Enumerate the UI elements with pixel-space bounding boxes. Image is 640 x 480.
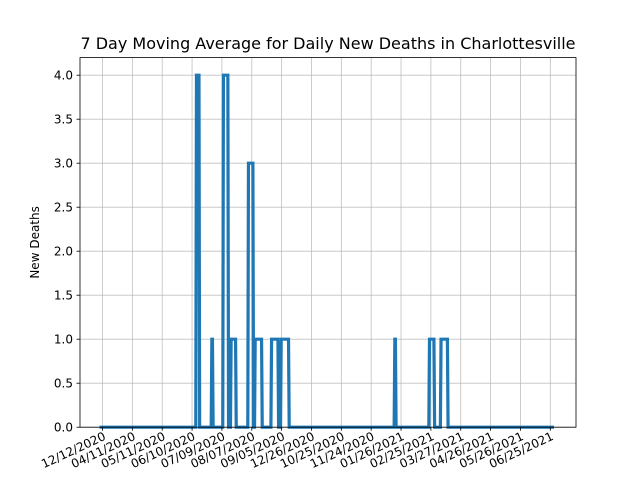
plot-frame [79, 57, 577, 428]
y-tick-label: 4.0 [54, 69, 73, 83]
y-tick-label: 1.5 [54, 289, 73, 303]
y-tick-label: 2.0 [54, 245, 73, 259]
y-tick-label: 0.5 [54, 377, 73, 391]
y-tick-label: 2.5 [54, 201, 73, 215]
y-axis-label: New Deaths [28, 206, 42, 279]
y-axis: 0.0 0.5 1.0 1.5 2.0 2.5 3.0 3.5 4.0 [54, 69, 80, 435]
y-tick-label: 0.0 [54, 421, 73, 435]
series-line-layer [99, 73, 554, 429]
chart-title: 7 Day Moving Average for Daily New Death… [80, 34, 575, 53]
y-tick-label: 3.5 [54, 113, 73, 127]
y-tick-label: 1.0 [54, 333, 73, 347]
series-line [99, 73, 554, 429]
y-tick-label: 3.0 [54, 157, 73, 171]
